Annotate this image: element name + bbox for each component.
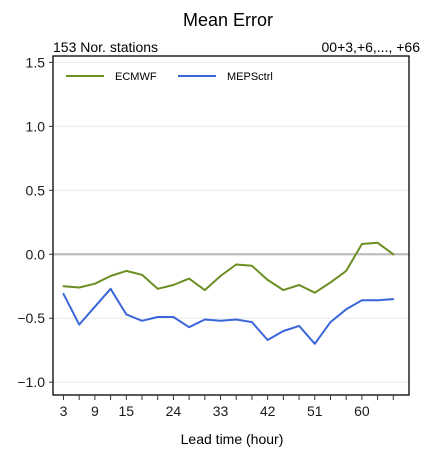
x-tick-label-3: 24 [166, 403, 182, 419]
x-tick-label-1: 9 [91, 403, 99, 419]
chart-subtitle-stations: 153 Nor. stations [53, 39, 158, 55]
plot-frame [53, 56, 409, 395]
chart-title: Mean Error [183, 10, 273, 30]
y-tick-label-4: 1.0 [26, 118, 46, 134]
y-tick-label-1: −0.5 [17, 310, 45, 326]
x-tick-label-5: 42 [260, 403, 276, 419]
chart-subtitle-lead-times: 00+3,+6,..., +66 [322, 39, 421, 55]
y-tick-label-3: 0.5 [26, 182, 46, 198]
legend: ECMWF MEPSctrl [66, 71, 273, 83]
series-lines [64, 243, 394, 344]
legend-label-mepsctrl: MEPSctrl [227, 71, 273, 83]
series-line-mepsctrl [64, 289, 394, 344]
x-axis-title: Lead time (hour) [181, 431, 284, 447]
y-tick-label-2: 0.0 [26, 246, 46, 262]
grid-lines [53, 62, 409, 382]
legend-label-ecmwf: ECMWF [115, 71, 157, 83]
x-tick-label-2: 15 [119, 403, 135, 419]
x-axis: 3 9 15 24 33 42 51 60 [60, 395, 394, 419]
y-tick-label-5: 1.5 [26, 54, 46, 70]
x-tick-label-7: 60 [354, 403, 370, 419]
y-axis: −1.0 −0.5 0.0 0.5 1.0 1.5 [17, 54, 53, 390]
series-line-ecmwf [64, 243, 394, 293]
x-tick-label-4: 33 [213, 403, 229, 419]
y-tick-label-0: −1.0 [17, 374, 45, 390]
x-tick-label-0: 3 [60, 403, 68, 419]
x-tick-label-6: 51 [307, 403, 323, 419]
